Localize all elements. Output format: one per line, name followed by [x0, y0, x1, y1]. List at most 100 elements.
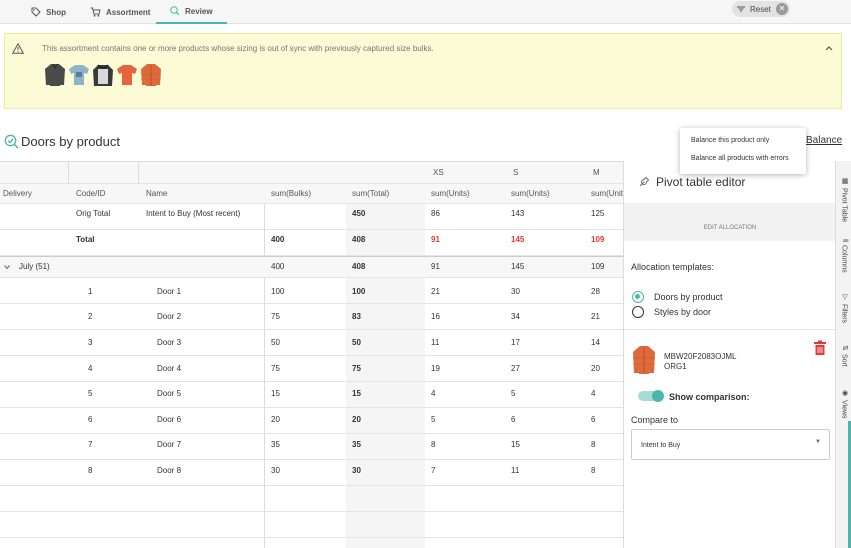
cart-icon [90, 7, 101, 17]
row-s[interactable]: 15 [511, 440, 520, 449]
row-m[interactable]: 20 [591, 364, 600, 373]
row-s[interactable]: 34 [511, 312, 520, 321]
product-thumbnail-4[interactable] [116, 62, 138, 88]
compare-to-select[interactable]: Intent to Buy ▼ [631, 429, 830, 460]
table-row[interactable]: 2 Door 2 75 83 16 34 21 [0, 304, 625, 330]
reset-label: Reset [750, 4, 771, 14]
side-tab-filters[interactable]: ▽ Filters [836, 293, 851, 323]
tab-review[interactable]: Review [156, 0, 227, 24]
row-total: 100 [352, 287, 366, 296]
row-s[interactable]: 5 [511, 389, 516, 398]
product-thumbnail-5[interactable] [140, 62, 162, 88]
total-code: Total [76, 235, 95, 244]
table-row[interactable]: 8 Door 8 30 30 7 11 8 [0, 460, 625, 486]
template-option-styles-by-door[interactable]: Styles by door [632, 306, 711, 318]
row-xs[interactable]: 7 [431, 466, 436, 475]
row-name: Door 3 [157, 338, 182, 347]
table-row[interactable]: 7 Door 7 35 35 8 15 8 [0, 434, 625, 460]
tab-assortment[interactable]: Assortment [90, 0, 150, 24]
product-thumbnail-3[interactable] [92, 62, 114, 88]
row-s[interactable]: 17 [511, 338, 520, 347]
column-header-units-s[interactable]: sum(Units) [511, 189, 550, 198]
row-bulks[interactable]: 15 [271, 389, 280, 398]
table-row[interactable]: 4 Door 4 75 75 19 27 20 [0, 356, 625, 382]
column-header-name[interactable]: Name [146, 189, 168, 198]
row-code: 1 [88, 287, 93, 296]
table-row[interactable]: 3 Door 3 50 50 11 17 14 [0, 330, 625, 356]
chevron-up-icon[interactable] [825, 45, 833, 51]
template-option-doors-by-product[interactable]: Doors by product [632, 291, 723, 303]
row-s[interactable]: 11 [511, 466, 520, 475]
row-bulks[interactable]: 50 [271, 338, 280, 347]
row-s[interactable]: 30 [511, 287, 520, 296]
search-check-icon [170, 6, 180, 16]
table-row[interactable]: 5 Door 5 15 15 4 5 4 [0, 382, 625, 408]
row-total: 83 [352, 312, 361, 321]
product-thumbnail [633, 346, 655, 374]
row-bulks[interactable]: 75 [271, 312, 280, 321]
tab-shop[interactable]: Shop [31, 0, 66, 24]
row-code: 2 [88, 312, 93, 321]
side-tab-label: Sort [840, 353, 848, 367]
row-xs[interactable]: 5 [431, 415, 436, 424]
table-row[interactable]: 6 Door 6 20 20 5 6 6 [0, 408, 625, 434]
toggle-knob[interactable] [652, 390, 664, 402]
row-s[interactable]: 27 [511, 364, 520, 373]
column-header-units-xs[interactable]: sum(Units) [431, 189, 470, 198]
columns-icon: ⦀ [841, 239, 848, 243]
side-tab-pivot-table[interactable]: ▦ Pivot Table [836, 177, 851, 222]
radio-selected[interactable] [632, 291, 644, 303]
row-xs[interactable]: 11 [431, 338, 440, 347]
column-header-bulks[interactable]: sum(Bulks) [271, 189, 312, 198]
row-m[interactable]: 6 [591, 415, 596, 424]
edit-allocation-button[interactable]: EDIT ALLOCATION [703, 225, 757, 231]
row-xs[interactable]: 8 [431, 440, 436, 449]
group-row-july[interactable]: July (51) 400 408 91 145 109 [0, 256, 625, 278]
group-total: 408 [352, 262, 366, 271]
row-bulks[interactable]: 20 [271, 415, 280, 424]
column-header-total[interactable]: sum(Total) [352, 189, 390, 198]
radio-unselected[interactable] [632, 306, 644, 318]
row-s[interactable]: 6 [511, 415, 516, 424]
search-check-icon [4, 134, 19, 149]
row-xs[interactable]: 4 [431, 389, 436, 398]
side-tab-columns[interactable]: ⦀ Columns [836, 239, 851, 273]
eye-icon: ◉ [841, 389, 848, 397]
balance-all-products-item[interactable]: Balance all products with errors [691, 155, 789, 162]
total-m: 109 [591, 235, 605, 244]
row-m[interactable]: 21 [591, 312, 600, 321]
column-header-units-m[interactable]: sum(Units) [591, 189, 625, 198]
row-xs[interactable]: 21 [431, 287, 440, 296]
product-thumbnail-2[interactable] [68, 62, 90, 88]
reset-button[interactable]: Reset ✕ [732, 1, 790, 17]
row-m[interactable]: 8 [591, 466, 596, 475]
row-xs[interactable]: 16 [431, 312, 440, 321]
show-comparison-toggle[interactable] [638, 391, 660, 401]
row-bulks[interactable]: 100 [271, 287, 285, 296]
row-total: 30 [352, 466, 361, 475]
close-icon[interactable]: ✕ [776, 3, 788, 15]
row-xs[interactable]: 19 [431, 364, 440, 373]
balance-link[interactable]: Balance [806, 135, 843, 146]
balance-this-product-item[interactable]: Balance this product only [691, 137, 770, 144]
pivot-editor-header: Pivot table editor [624, 161, 836, 203]
row-bulks[interactable]: 35 [271, 440, 280, 449]
row-name: Door 4 [157, 364, 182, 373]
trash-icon[interactable] [813, 340, 827, 356]
side-tab-views[interactable]: ◉ Views [836, 389, 851, 419]
pivot-grid: XS S M Delivery Code/ID Name sum(Bulks) … [0, 161, 625, 548]
side-tab-sort[interactable]: ⇅ Sort [836, 345, 851, 367]
row-bulks[interactable]: 75 [271, 364, 280, 373]
row-code: 8 [88, 466, 93, 475]
column-header-delivery[interactable]: Delivery [3, 189, 32, 198]
row-m[interactable]: 8 [591, 440, 596, 449]
row-m[interactable]: 28 [591, 287, 600, 296]
product-thumbnail-1[interactable] [44, 62, 66, 88]
column-header-code[interactable]: Code/ID [76, 189, 106, 198]
row-bulks[interactable]: 30 [271, 466, 280, 475]
row-m[interactable]: 4 [591, 389, 596, 398]
filter-icon: ▽ [841, 293, 848, 301]
chevron-down-icon[interactable] [4, 265, 10, 269]
row-m[interactable]: 14 [591, 338, 600, 347]
table-row[interactable]: 1 Door 1 100 100 21 30 28 [0, 278, 625, 304]
